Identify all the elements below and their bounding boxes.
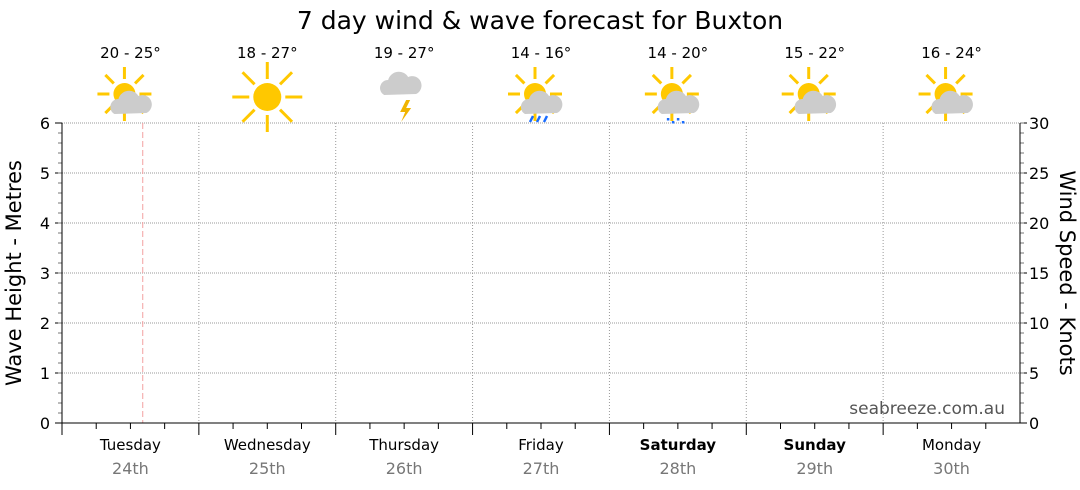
sun-ray xyxy=(278,71,294,86)
date-label: 25th xyxy=(249,459,286,478)
day-column-thursday: 19 - 27° Thursday 26th xyxy=(368,44,439,478)
sun-ray xyxy=(544,73,556,85)
sun-ray xyxy=(514,73,526,85)
day-label: Wednesday xyxy=(224,436,311,454)
sun-ray xyxy=(133,73,145,85)
cloud-shape xyxy=(931,90,973,114)
y2-tick-label: 20 xyxy=(1029,214,1049,233)
cloud-shape xyxy=(794,90,837,114)
day-column-saturday: 14 - 20° Saturday 28th xyxy=(640,44,717,478)
temperature-range: 19 - 27° xyxy=(374,44,435,62)
y2-tick-label: 25 xyxy=(1029,164,1049,183)
rain-drop xyxy=(535,115,542,123)
showers-icon xyxy=(508,67,563,123)
thunderstorm-icon xyxy=(380,71,422,122)
day-label: Sunday xyxy=(784,436,847,454)
date-label: 26th xyxy=(386,459,423,478)
chart-title: 7 day wind & wave forecast for Buxton xyxy=(297,6,783,35)
cloud-shape xyxy=(520,90,563,114)
cloud-shape xyxy=(110,90,152,114)
day-column-monday: 16 - 24° Monday 30th xyxy=(918,44,982,478)
rain-drop xyxy=(676,118,680,121)
partly-cloudy-icon xyxy=(781,67,837,121)
grid xyxy=(62,122,1020,423)
temperature-range: 15 - 22° xyxy=(784,44,845,62)
rain-drop xyxy=(671,121,675,124)
day-columns: 20 - 25° Tuesday 24th 18 - 27° Wednesday 25th… xyxy=(97,44,982,478)
date-label: 28th xyxy=(659,459,696,478)
y-tick-label: 0 xyxy=(40,414,50,433)
day-label: Saturday xyxy=(640,436,717,454)
sun-ray xyxy=(955,73,966,85)
y2-tick-label: 0 xyxy=(1029,414,1039,433)
light-rain-icon xyxy=(644,67,700,124)
sun-ray xyxy=(818,73,829,85)
y-tick-label: 4 xyxy=(40,214,50,233)
y-tick-label: 3 xyxy=(40,264,50,283)
lightning-bolt xyxy=(400,100,412,122)
temperature-range: 20 - 25° xyxy=(100,44,161,62)
date-label: 29th xyxy=(796,459,833,478)
temperature-range: 18 - 27° xyxy=(237,44,298,62)
day-column-sunday: 15 - 22° Sunday 29th xyxy=(781,44,847,478)
rain-drop xyxy=(542,115,549,123)
y2-tick-label: 5 xyxy=(1029,364,1039,383)
day-label: Monday xyxy=(922,436,981,454)
partly-cloudy-icon xyxy=(918,67,973,121)
y2-tick-label: 30 xyxy=(1029,114,1049,133)
y-axis-label: Wave Height - Metres xyxy=(2,160,26,386)
sun-ray xyxy=(651,73,663,85)
sun-ray xyxy=(278,108,294,123)
date-label: 27th xyxy=(523,459,560,478)
date-label: 30th xyxy=(933,459,970,478)
date-label: 24th xyxy=(112,459,149,478)
day-label: Tuesday xyxy=(99,436,161,454)
y-tick-label: 2 xyxy=(40,314,50,333)
day-label: Thursday xyxy=(368,436,439,454)
y2-tick-label: 10 xyxy=(1029,314,1049,333)
day-column-tuesday: 20 - 25° Tuesday 24th xyxy=(97,44,161,478)
day-label: Friday xyxy=(518,436,564,454)
y-tick-label: 1 xyxy=(40,364,50,383)
rain-drop xyxy=(666,118,670,121)
temperature-range: 14 - 16° xyxy=(511,44,572,62)
temperature-range: 16 - 24° xyxy=(921,44,982,62)
day-column-wednesday: 18 - 27° Wednesday 25th xyxy=(224,44,311,478)
sun-ray xyxy=(681,73,693,85)
y2-tick-label: 15 xyxy=(1029,264,1049,283)
day-column-friday: 14 - 16° Friday 27th xyxy=(508,44,571,478)
y-tick-label: 5 xyxy=(40,164,50,183)
partly-cloudy-icon xyxy=(97,67,152,121)
sun-ray xyxy=(925,73,937,85)
sun-ray xyxy=(104,73,115,85)
watermark: seabreeze.com.au xyxy=(849,399,1005,419)
sun-disc xyxy=(253,83,282,111)
rain-drop xyxy=(528,115,535,123)
rain-drop xyxy=(681,121,685,124)
cloud-shape xyxy=(380,71,422,95)
axes: 0 1 2 3 4 5 6 0 5 10 15 20 25 30 xyxy=(40,114,1049,435)
sun-ray xyxy=(788,73,800,85)
temperature-range: 14 - 20° xyxy=(648,44,709,62)
y-tick-label: 6 xyxy=(40,114,50,133)
sun-ray xyxy=(241,108,256,123)
sun-ray xyxy=(241,71,256,86)
y2-axis-label: Wind Speed - Knots xyxy=(1055,170,1079,375)
cloud-shape xyxy=(657,90,700,114)
sunny-icon xyxy=(232,62,303,132)
